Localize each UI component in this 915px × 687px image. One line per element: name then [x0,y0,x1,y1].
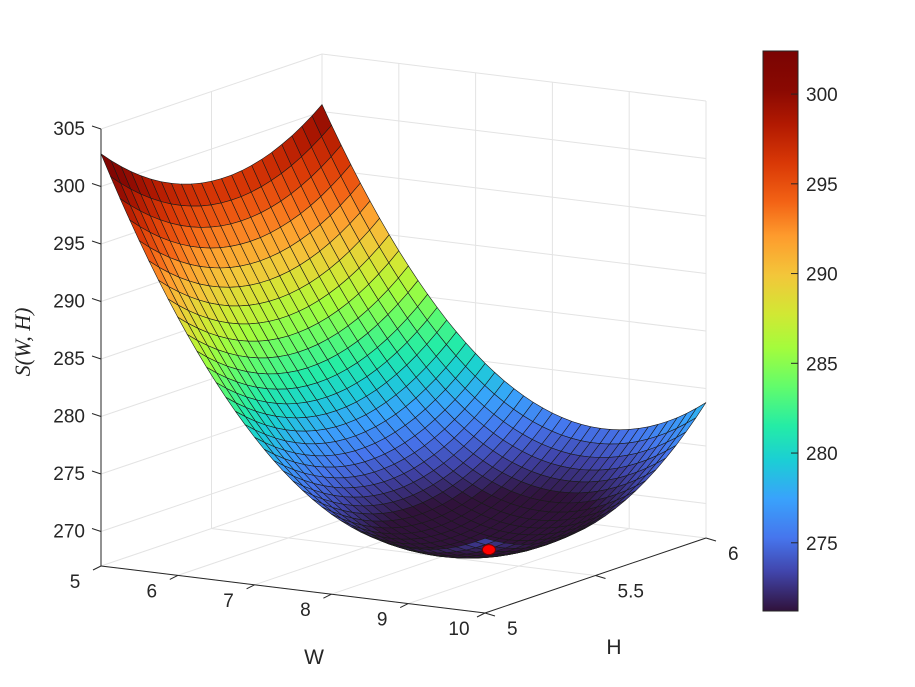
z-tick-label: 300 [53,177,85,198]
x-tick-label: 6 [147,581,158,602]
z-tick [91,528,102,532]
marker-layer [481,544,496,556]
axes-layer [91,125,717,618]
colorbar-gradient [762,50,799,612]
z-axis-label: S(W, H) [10,308,35,377]
x-axis-line [100,565,486,614]
z-tick [91,355,102,360]
gridline-z [100,53,707,130]
y-tick-label: 6 [728,544,739,565]
colorbar-tick-label: 300 [806,85,838,106]
y-tick [705,537,717,542]
z-tick-label: 270 [53,522,85,543]
z-tick [91,298,102,302]
x-tick-label: 7 [223,591,234,612]
colorbar-ticks: 275 280 285 290 295 300 [791,85,838,555]
z-tick-label: 290 [53,292,85,313]
z-tick [91,240,102,245]
y-tick [484,612,496,617]
z-tick-label: 275 [53,464,85,485]
minimum-marker [481,544,496,556]
x-tick-label: 10 [448,619,469,640]
y-tick [595,575,606,579]
x-axis-label: W [304,646,324,669]
colorbar-tick-label: 275 [806,534,838,555]
x-tick [323,593,332,599]
surface [100,104,707,559]
x-tick [476,612,486,618]
colorbar-tick-label: 295 [806,175,838,196]
z-tick [91,183,102,187]
x-tick [246,584,255,590]
x-tick [92,565,102,571]
x-tick [399,603,409,609]
z-tick [91,125,102,130]
z-tick-label: 280 [53,407,85,428]
colorbar-tick-label: 290 [806,265,838,286]
z-tick-label: 295 [53,234,85,255]
x-tick-label: 8 [300,600,311,621]
surface-patch [474,537,496,546]
x-tick [169,574,179,580]
tick-labels: 5 6 7 8 9 10 5 5.5 6 270 275 280 285 290 295 300 305 [53,119,738,640]
y-tick-label: 5 [507,619,518,640]
z-tick-label: 305 [53,119,85,140]
gridline-z [100,110,707,187]
colorbar-tick-label: 280 [806,444,838,465]
colorbar: 275 280 285 290 295 300 [762,50,838,612]
x-tick-label: 9 [377,610,388,631]
colorbar-tick-label: 285 [806,354,838,375]
y-axis-label: H [606,636,621,659]
z-tick-label: 285 [53,349,85,370]
x-tick-label: 5 [70,572,81,593]
y-tick-label: 5.5 [618,582,644,603]
z-tick [91,470,102,475]
z-tick [91,413,102,417]
